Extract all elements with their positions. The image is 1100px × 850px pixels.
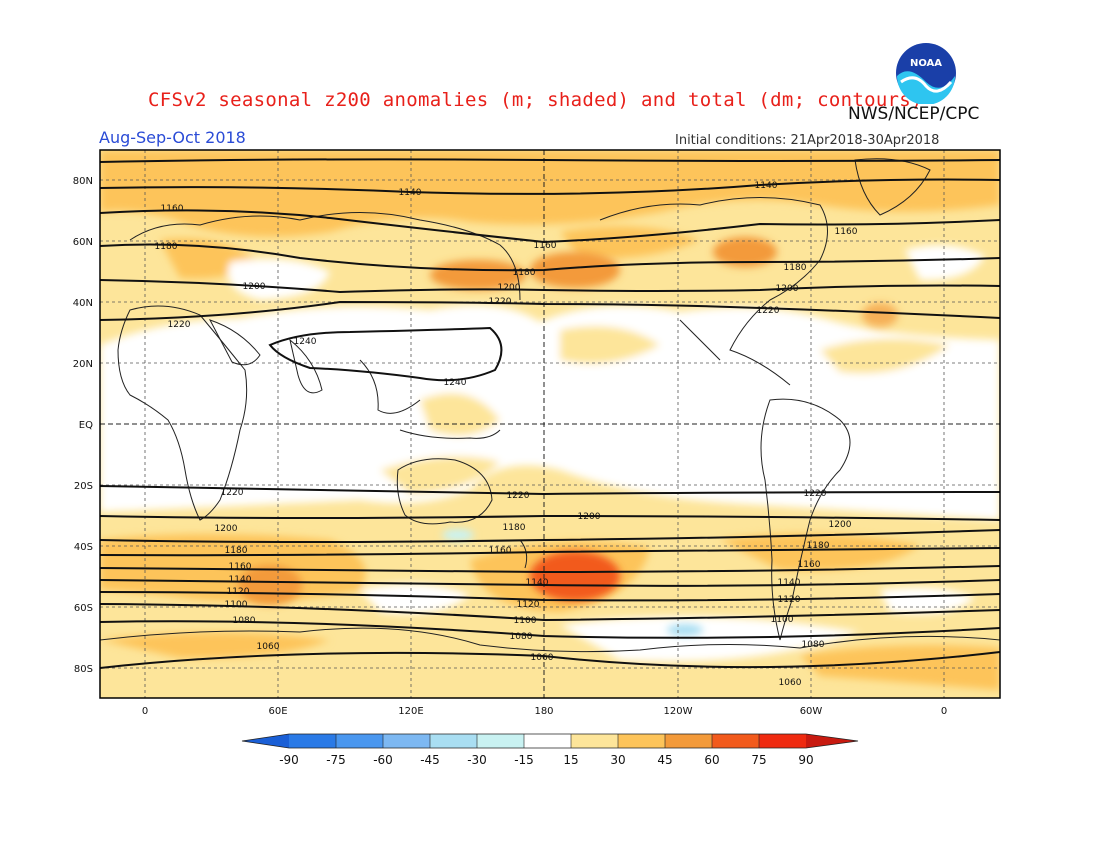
lat-label: 20N — [73, 359, 93, 370]
contour-label: 1220 — [168, 320, 191, 330]
colorbar-label: -75 — [326, 753, 346, 767]
contour-label: 1060 — [257, 642, 280, 652]
contour-label: 1160 — [489, 546, 512, 556]
contour-label: 1100 — [514, 616, 537, 626]
colorbar-swatch — [618, 734, 665, 748]
colorbar-label: 60 — [704, 753, 719, 767]
contour-label: 1080 — [802, 640, 825, 650]
contour-label: 1180 — [807, 541, 830, 551]
contour-label: 1160 — [835, 227, 858, 237]
contour-label: 1140 — [229, 575, 252, 585]
colorbar-label: 90 — [798, 753, 813, 767]
colorbar-swatch — [336, 734, 383, 748]
colorbar-swatch — [712, 734, 759, 748]
colorbar-label: 75 — [751, 753, 766, 767]
contour-label: 1240 — [444, 378, 467, 388]
agency-label: NWS/NCEP/CPC — [848, 104, 980, 124]
noaa-logo-icon: NOAA — [896, 43, 956, 104]
contour-label: 1160 — [534, 241, 557, 251]
contour-label: 1160 — [161, 204, 184, 214]
contour-label: 1200 — [776, 284, 799, 294]
contour-label: 1080 — [510, 632, 533, 642]
season-label: Aug-Sep-Oct 2018 — [99, 128, 246, 147]
lat-label: 60N — [73, 237, 93, 248]
lat-label: 60S — [74, 603, 93, 614]
colorbar-swatch — [477, 734, 524, 748]
latitude-axis: 80N 60N 40N 20N EQ 20S 40S 60S 80S — [73, 176, 93, 675]
contour-label: 1140 — [755, 181, 778, 191]
contour-label: 1120 — [227, 587, 250, 597]
contour-label: 1220 — [507, 491, 530, 501]
lon-label: 0 — [142, 706, 148, 717]
contour-label: 1100 — [225, 600, 248, 610]
contour-label: 1220 — [804, 489, 827, 499]
contour-label: 1200 — [578, 512, 601, 522]
lat-label: 40S — [74, 542, 93, 553]
contour-label: 1140 — [778, 578, 801, 588]
contour-label: 1220 — [757, 306, 780, 316]
contour-label: 1180 — [503, 523, 526, 533]
contour-labels: 1140 1140 1160 1160 1160 1180 1180 1180 … — [155, 181, 858, 688]
colorbar-swatch — [759, 734, 806, 748]
contour-label: 1100 — [771, 615, 794, 625]
lon-label: 120E — [398, 706, 423, 717]
contour-label: 1160 — [229, 562, 252, 572]
contour-label: 1240 — [294, 337, 317, 347]
contour-label: 1160 — [798, 560, 821, 570]
colorbar-swatch — [571, 734, 618, 748]
contour-label: 1180 — [513, 268, 536, 278]
contour-label: 1220 — [221, 488, 244, 498]
colorbar-swatch — [289, 734, 336, 748]
colorbar-label: 30 — [610, 753, 625, 767]
lon-label: 60E — [268, 706, 287, 717]
lat-label: 40N — [73, 298, 93, 309]
lon-label: 120W — [664, 706, 693, 717]
colorbar-swatch — [430, 734, 477, 748]
colorbar-swatch — [524, 734, 571, 748]
lat-label: 80N — [73, 176, 93, 187]
graticule — [100, 150, 1000, 698]
map-frame — [99, 149, 1001, 699]
contour-label: 1200 — [243, 282, 266, 292]
lon-label: 0 — [941, 706, 947, 717]
colorbar-label: -60 — [373, 753, 393, 767]
colorbar-label: -90 — [279, 753, 299, 767]
lon-label: 180 — [534, 706, 553, 717]
colorbar-arrow-left — [242, 734, 289, 748]
contour-label: 1060 — [531, 653, 554, 663]
contour-label: 1200 — [829, 520, 852, 530]
contour-label: 1180 — [784, 263, 807, 273]
contour-label: 1200 — [498, 283, 521, 293]
contour-label: 1180 — [155, 242, 178, 252]
lat-label: EQ — [79, 420, 93, 431]
colorbar-label: 45 — [657, 753, 672, 767]
colorbar-arrow-right — [806, 734, 858, 748]
colorbar-label: -15 — [514, 753, 534, 767]
contour-label: 1140 — [399, 188, 422, 198]
logo-text: NOAA — [910, 58, 942, 69]
height-contours — [100, 158, 1000, 669]
contour-label: 1200 — [215, 524, 238, 534]
contour-label: 1120 — [778, 595, 801, 605]
contour-label: 1220 — [489, 297, 512, 307]
contour-label: 1060 — [779, 678, 802, 688]
chart-title: CFSv2 seasonal z200 anomalies (m; shaded… — [148, 89, 923, 111]
colorbar-label: 15 — [563, 753, 578, 767]
lat-label: 20S — [74, 481, 93, 492]
coastlines — [100, 158, 1000, 653]
longitude-axis: 0 60E 120E 180 120W 60W 0 — [142, 706, 947, 717]
contour-label: 1080 — [233, 616, 256, 626]
contour-label: 1140 — [526, 578, 549, 588]
colorbar-swatch — [665, 734, 712, 748]
colorbar-label: -30 — [467, 753, 487, 767]
colorbar-swatch — [383, 734, 430, 748]
colorbar-label: -45 — [420, 753, 440, 767]
contour-label: 1180 — [225, 546, 248, 556]
colorbar: -90 -75 -60 -45 -30 -15 15 30 45 60 75 9… — [241, 733, 859, 767]
contour-label: 1120 — [517, 600, 540, 610]
initial-conditions-label: Initial conditions: 21Apr2018-30Apr2018 — [675, 133, 940, 148]
lon-label: 60W — [800, 706, 823, 717]
lat-label: 80S — [74, 664, 93, 675]
